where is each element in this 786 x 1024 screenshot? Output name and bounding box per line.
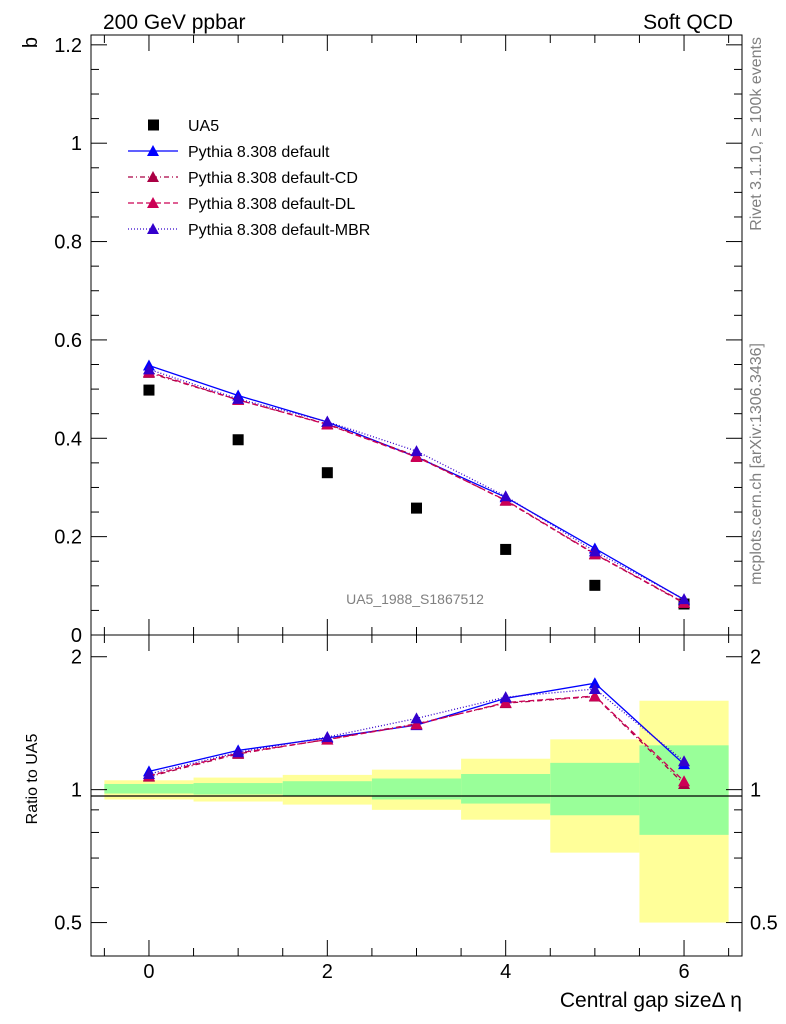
- x-tick-label: 2: [322, 961, 333, 983]
- ratio-series: [142, 677, 691, 789]
- legend-marker: [147, 171, 159, 182]
- ratio-ytick-label: 0.5: [54, 913, 82, 935]
- main-ytick-labels: 0 0.2 0.4 0.6 0.8 1 1.2: [54, 35, 82, 647]
- ratio-series-marker: [232, 746, 245, 758]
- main-series-marker: [499, 490, 512, 502]
- ratio-panel: 0.5 0.5 1 1 2 2 0 2 4 6 Ratio to UA5 Central gap…: [24, 634, 778, 1012]
- ua5-data-point: [411, 502, 422, 514]
- main-ytick-label: 1: [71, 133, 82, 155]
- ratio-ytick-label: 2: [71, 647, 82, 669]
- mcplots-label: mcplots.cern.ch [arXiv:1306.3436]: [748, 343, 765, 585]
- ratio-band-inner: [193, 783, 283, 795]
- ratio-ytick-label-right: 2: [750, 647, 761, 669]
- ratio-series-marker: [678, 775, 691, 787]
- main-ytick-label: 0.4: [54, 428, 82, 450]
- ratio-series-marker: [142, 768, 155, 780]
- main-series-marker: [410, 450, 423, 462]
- ratio-series-marker: [410, 712, 423, 724]
- rivet-label: Rivet 3.1.10, ≥ 100k events: [748, 37, 765, 231]
- ua5-data-point: [143, 384, 155, 396]
- legend-label: UA5: [188, 118, 219, 135]
- ratio-band-inner: [371, 778, 462, 800]
- x-tick-labels: 0 2 4 6: [143, 961, 689, 983]
- watermark: UA5_1988_S1867512: [346, 591, 484, 607]
- legend-label: Pythia 8.308 default: [188, 144, 330, 161]
- legend-marker: [147, 223, 159, 234]
- main-ylabel: b: [20, 37, 42, 48]
- x-tick-label: 6: [678, 961, 689, 983]
- ratio-band-inner: [461, 774, 551, 804]
- ratio-band-inner: [282, 781, 372, 797]
- ratio-series-marker: [588, 677, 601, 689]
- ratio-ylabel: Ratio to UA5: [24, 734, 41, 825]
- main-series-marker: [142, 363, 155, 375]
- x-tick-label: 4: [500, 961, 511, 983]
- ratio-band-inner: [104, 783, 194, 794]
- main-ytick-label: 0.2: [54, 527, 82, 549]
- main-series: [142, 359, 691, 610]
- ratio-series-marker: [321, 730, 334, 742]
- ratio-ytick-label-right: 1: [750, 780, 761, 802]
- main-series-line: [148, 368, 685, 600]
- legend-label: Pythia 8.308 default-MBR: [188, 222, 370, 239]
- main-series-line: [148, 371, 685, 604]
- main-series-marker: [410, 445, 423, 457]
- x-tick-label: 0: [143, 961, 154, 983]
- header-right: Soft QCD: [643, 11, 733, 34]
- main-series-marker: [232, 392, 245, 404]
- header-left: 200 GeV ppbar: [103, 11, 245, 34]
- ratio-series-marker: [410, 718, 423, 730]
- ratio-series-marker: [678, 755, 691, 767]
- legend-marker: [147, 197, 159, 208]
- legend-label: Pythia 8.308 default-CD: [188, 170, 358, 187]
- ratio-band-inner: [550, 762, 640, 816]
- legend: UA5 Pythia 8.308 default Pythia 8.308 defa…: [128, 118, 370, 239]
- main-series-line: [148, 364, 685, 601]
- ratio-series-marker: [499, 691, 512, 703]
- ua5-data-point: [500, 543, 512, 555]
- ua5-data-point: [321, 467, 333, 479]
- ratio-ticks: [91, 635, 742, 956]
- ratio-ytick-label: 1: [71, 780, 82, 802]
- ua5-data-point: [589, 579, 601, 591]
- main-series-line: [148, 372, 685, 604]
- main-ytick-label: 0.6: [54, 330, 82, 352]
- legend-label: Pythia 8.308 default-DL: [188, 196, 355, 213]
- main-ticks: [91, 35, 742, 636]
- main-series-marker: [321, 415, 334, 427]
- ratio-ytick-label-right: 0.5: [750, 913, 778, 935]
- main-panel: 0 0.2 0.4 0.6 0.8 1 1.2 b UA5_1988_S1867512 UA…: [20, 34, 743, 647]
- x-axis-label: Central gap sizeΔ η: [560, 989, 742, 1012]
- main-series-marker: [678, 593, 691, 605]
- legend-marker-ua5: [148, 119, 159, 131]
- ratio-ytick-labels: 0.5 0.5 1 1 2 2: [54, 647, 778, 935]
- main-series-marker: [588, 545, 601, 557]
- main-ytick-label: 0: [71, 625, 82, 647]
- ratio-series-marker: [588, 689, 601, 701]
- ratio-series-marker: [588, 683, 601, 695]
- main-ytick-label: 1.2: [54, 35, 82, 57]
- legend-marker: [147, 145, 159, 156]
- main-ytick-label: 0.8: [54, 232, 82, 254]
- ua5-data-point: [232, 434, 244, 446]
